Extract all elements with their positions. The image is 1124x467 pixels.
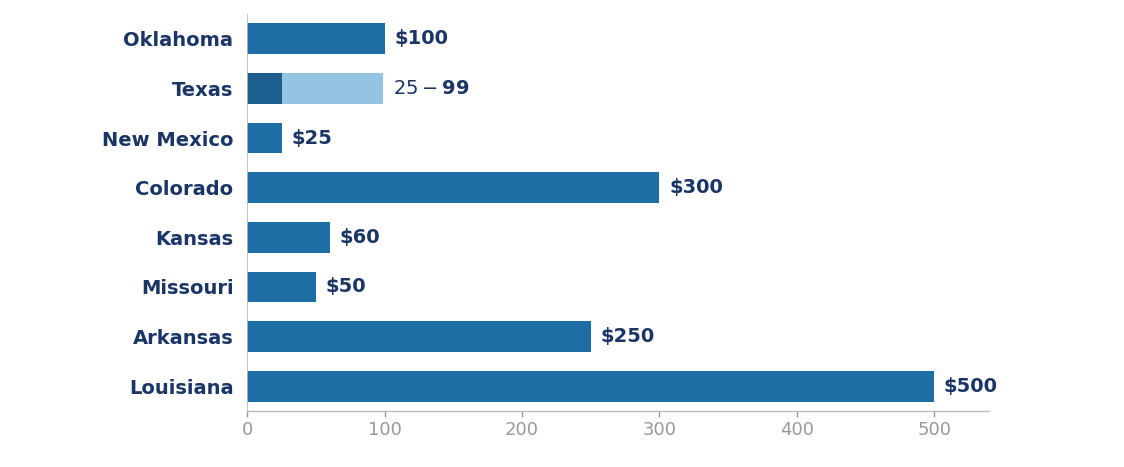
Bar <box>247 73 282 104</box>
Bar <box>247 123 282 154</box>
Bar <box>247 271 316 302</box>
Bar <box>247 172 660 203</box>
Text: $25: $25 <box>291 128 332 148</box>
Bar <box>247 222 329 253</box>
Bar <box>247 371 934 402</box>
Text: $500: $500 <box>944 377 998 396</box>
Bar <box>247 23 384 54</box>
Bar <box>247 321 591 352</box>
Text: $60: $60 <box>339 228 380 247</box>
Text: $300: $300 <box>669 178 723 197</box>
Text: $50: $50 <box>326 277 366 297</box>
Text: $100: $100 <box>395 29 448 48</box>
Text: $250: $250 <box>600 327 654 346</box>
Bar <box>282 73 383 104</box>
Text: $25-$99: $25-$99 <box>393 79 470 98</box>
